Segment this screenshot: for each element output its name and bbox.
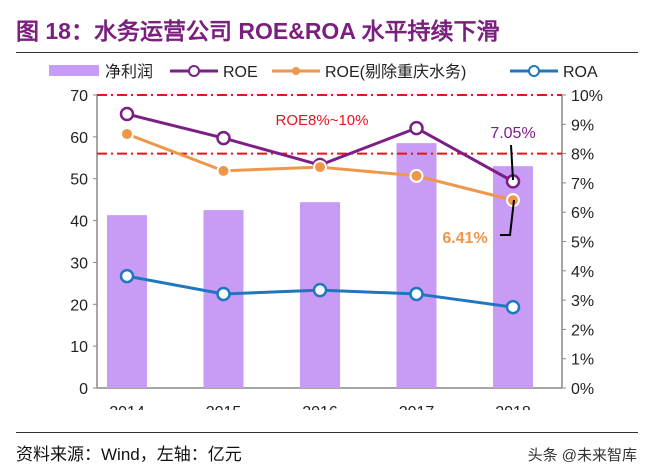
annotation-leader [510,144,514,181]
right-tick-label: 2% [571,322,594,339]
point-marker [216,163,231,178]
x-tick-label: 2015 [206,404,242,410]
right-tick-label: 6% [571,205,594,222]
left-tick-label: 0 [79,381,88,398]
x-tick-label: 2018 [495,404,531,410]
annotation-roe-ex-2018: 6.41% [442,230,487,247]
left-tick-label: 50 [70,172,88,189]
legend-swatch-net-profit [49,65,99,76]
legend-label: ROA [563,64,598,81]
point-marker [216,286,231,302]
point-marker [119,106,135,122]
annotation-leader [500,199,515,236]
top-divider [16,52,638,53]
right-tick-label: 4% [571,264,594,281]
left-tick-label: 10 [70,339,88,356]
x-tick-label: 2017 [399,404,435,410]
figure-title: 图 18：水务运营公司 ROE&ROA 水平持续下滑 [16,18,500,44]
right-tick-label: 1% [571,352,594,369]
source-note: 资料来源：Wind，左轴：亿元 [16,445,242,464]
annotation-roe-range: ROE8%~10% [276,112,369,129]
watermark: 头条 @未来智库 [527,447,637,464]
right-tick-label: 7% [571,176,594,193]
legend-label: ROE(剔除重庆水务) [325,63,466,81]
point-marker [409,168,424,183]
point-marker [119,268,135,284]
legend-label: 净利润 [105,63,153,81]
left-tick-label: 60 [70,130,88,147]
point-marker [409,286,424,302]
point-marker [505,299,521,315]
legend-marker [188,65,200,77]
right-tick-label: 9% [571,117,594,134]
point-marker [312,282,328,298]
x-tick-label: 2014 [109,404,145,410]
point-marker [409,120,424,136]
left-tick-label: 40 [70,214,88,231]
legend-marker [528,65,540,77]
legend-label: ROE [223,64,258,81]
point-marker [313,160,327,175]
bar-net-profit [396,143,437,388]
x-tick-label: 2016 [302,404,338,410]
point-marker [216,130,231,146]
legend-marker [292,67,300,75]
right-tick-label: 0% [571,381,594,398]
right-tick-label: 3% [571,293,594,310]
bottom-divider [16,432,638,433]
right-tick-label: 5% [571,235,594,252]
point-marker [120,126,134,141]
left-tick-label: 30 [70,255,88,272]
right-tick-label: 8% [571,147,594,164]
bar-net-profit [107,215,147,388]
left-tick-label: 20 [70,297,88,314]
chart-svg: 0 10 20 30 40 50 60 70 0% 1% 2% 3% 4% 5% 6% 7% 8% 9% 10% 20… [49,63,603,410]
annotation-roe-2018: 7.05% [490,125,535,142]
right-tick-label: 10% [571,88,603,105]
left-tick-label: 70 [70,88,88,105]
